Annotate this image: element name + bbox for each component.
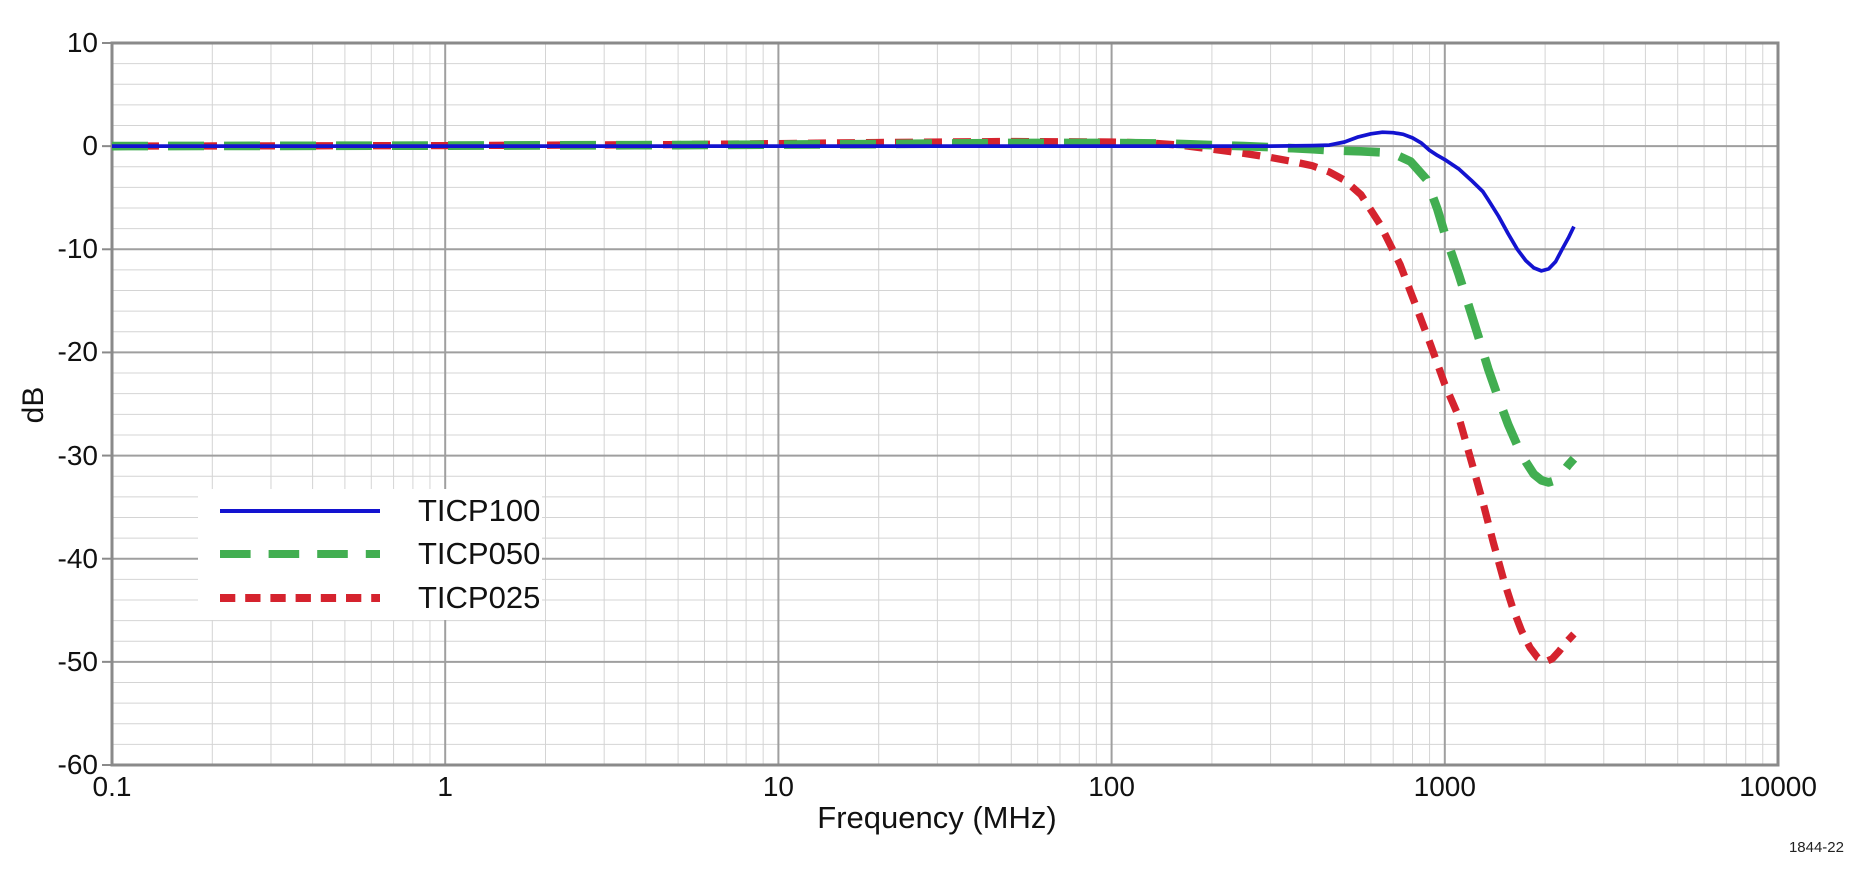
x-tick-label: 100 [1088,771,1135,802]
legend-label-ticp025: TICP025 [418,580,541,616]
ticp050-line-sample [220,550,380,559]
y-tick-label: 0 [82,130,98,162]
x-tick-label: 10000 [1739,771,1817,802]
y-tick-label: -10 [57,233,98,265]
legend: TICP100 TICP050 TICP025 [198,489,542,620]
legend-item-ticp025: TICP025 [198,577,542,620]
y-axis-title: dB [17,386,50,424]
legend-label-ticp100: TICP100 [418,492,541,528]
x-tick-label: 0.1 [92,771,132,802]
legend-label-ticp050: TICP050 [418,536,541,572]
legend-item-ticp100: TICP100 [198,489,542,532]
ticp025-line-sample [220,594,380,603]
y-tick-label: -40 [57,542,98,574]
x-tick-label: 1 [437,771,453,802]
legend-item-ticp050: TICP050 [198,533,542,576]
y-tick-label: -30 [57,439,98,471]
y-tick-label: -50 [57,645,98,677]
y-tick-label: -60 [57,749,98,780]
x-tick-label: 10 [762,771,794,802]
curve-ticp050 [111,138,1578,487]
curve-ticp100 [112,130,1576,273]
figure-number: 1844-22 [1788,839,1844,856]
plot-frame [110,41,1780,767]
ticp100-line-sample [220,508,380,513]
y-tick-label: -20 [57,336,98,368]
y-tick-label: 10 [66,27,98,58]
curve-ticp025 [111,137,1577,666]
x-tick-label: 1000 [1413,771,1476,802]
x-axis-title: Frequency (MHz) [817,800,1057,835]
